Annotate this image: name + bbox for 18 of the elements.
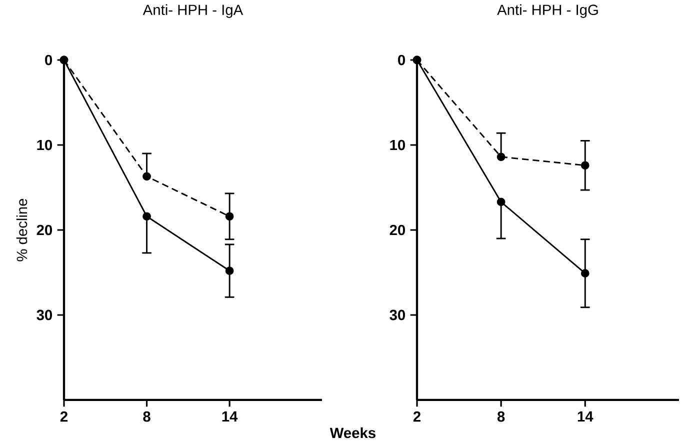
x-tick-label: 2 xyxy=(60,411,68,422)
x-axis-title: Weeks xyxy=(330,427,376,438)
y-tick-label: 20 xyxy=(36,224,52,236)
chart-title: Anti- HPH - IgG xyxy=(497,4,598,18)
y-tick-label: 30 xyxy=(390,310,406,320)
y-tick-label: 10 xyxy=(37,140,52,150)
x-tick-label: 8 xyxy=(497,411,505,422)
y-tick-label: 0 xyxy=(45,54,52,66)
chart-title: Anti- HPH - IgA xyxy=(142,4,244,18)
y-tick-label: 30 xyxy=(36,310,52,320)
y-axis-title: % decline xyxy=(16,198,28,262)
y-tick-label: 10 xyxy=(390,140,406,150)
x-tick-label: 14 xyxy=(222,411,238,422)
y-tick-label: 20 xyxy=(390,224,406,236)
x-tick-label: 14 xyxy=(578,411,594,422)
x-tick-label: 8 xyxy=(143,411,150,422)
y-tick-label: 0 xyxy=(398,54,406,66)
x-tick-label: 2 xyxy=(413,411,420,422)
